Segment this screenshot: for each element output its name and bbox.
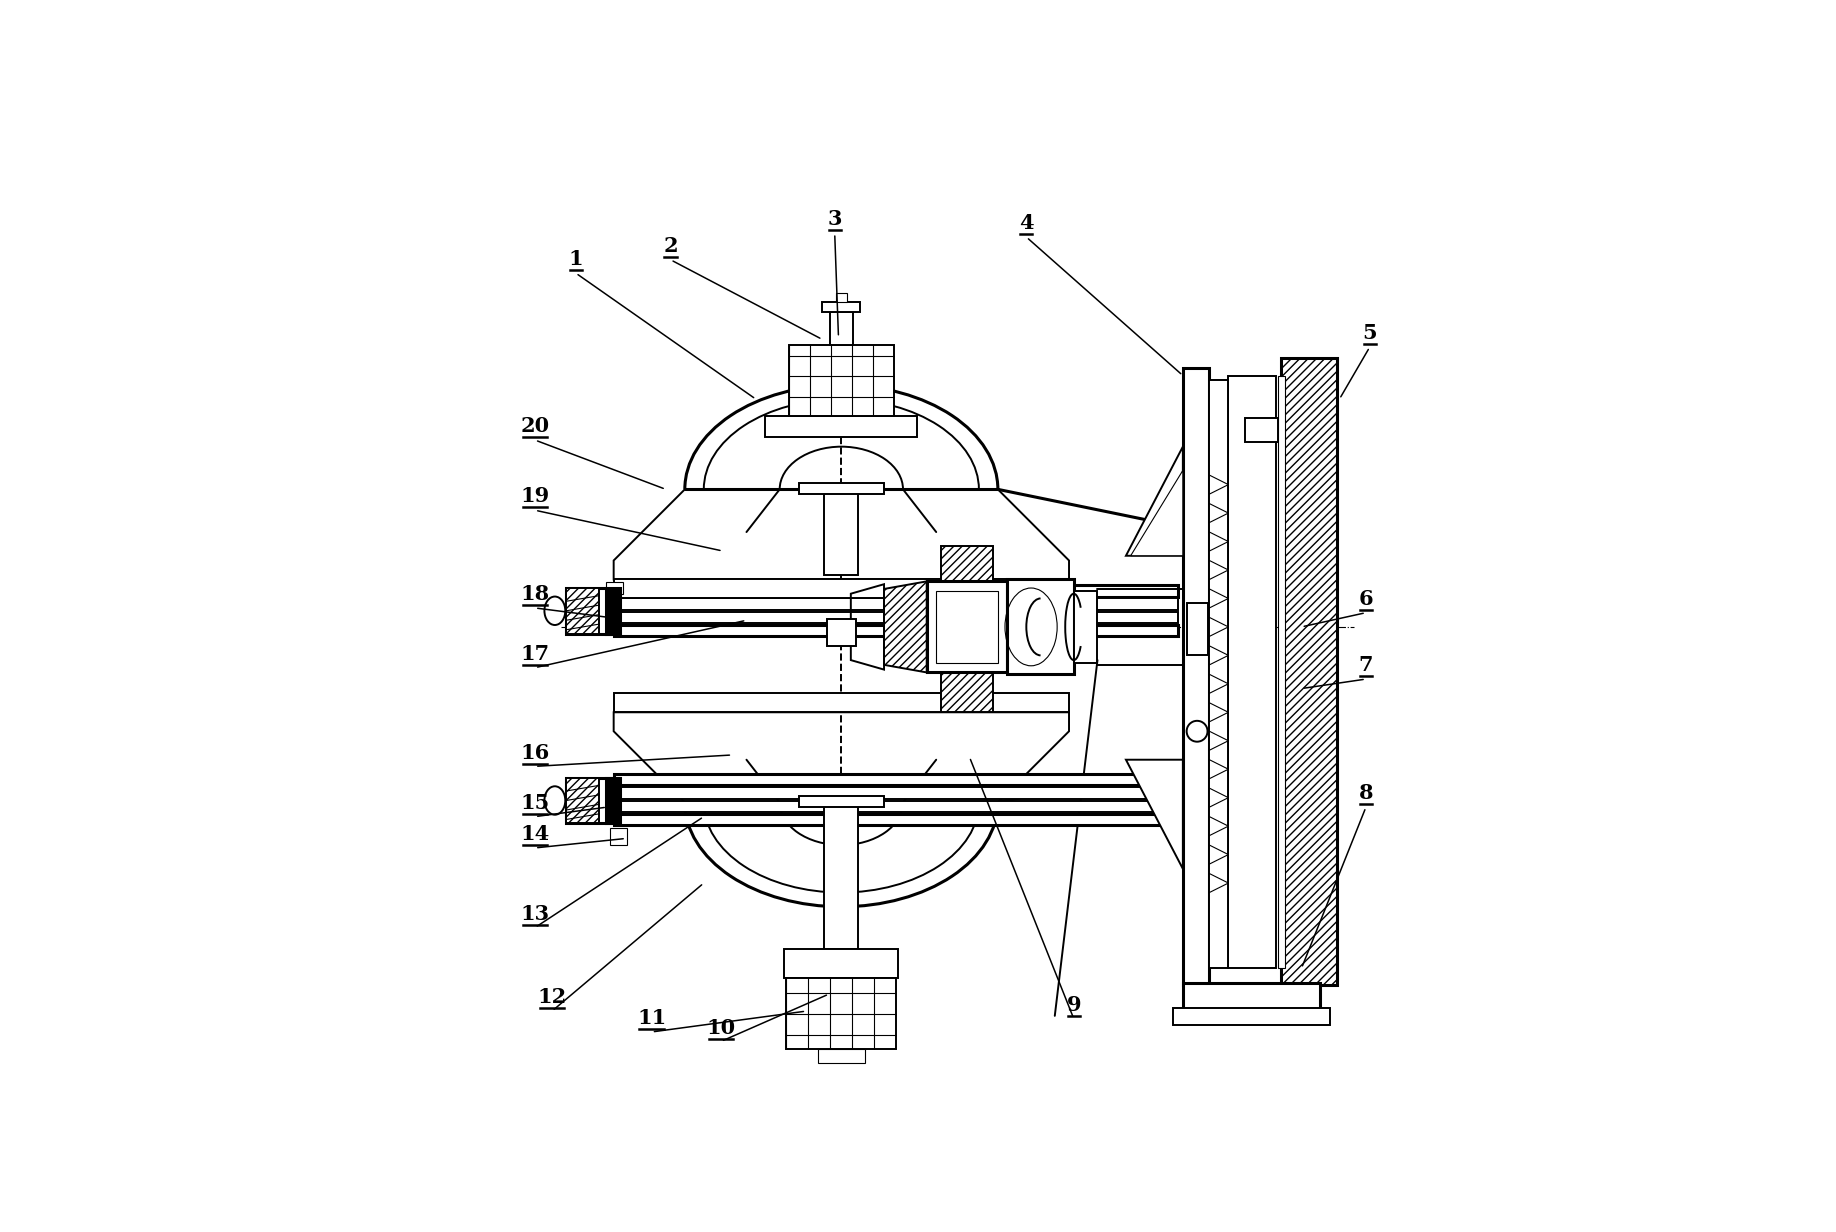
Bar — [613, 579, 1069, 599]
Bar — [1173, 1008, 1329, 1025]
Bar — [824, 802, 859, 950]
Bar — [799, 796, 883, 807]
Bar — [789, 345, 894, 416]
Bar — [565, 588, 599, 633]
Text: 5: 5 — [1362, 323, 1377, 344]
Bar — [613, 801, 1179, 812]
Text: 11: 11 — [637, 1008, 666, 1029]
Bar — [613, 694, 1069, 712]
Text: 7: 7 — [1359, 655, 1373, 675]
Bar — [1008, 579, 1074, 674]
Bar — [606, 777, 621, 823]
Bar — [1210, 381, 1228, 968]
Polygon shape — [883, 582, 927, 673]
Bar — [1228, 376, 1276, 968]
Bar — [823, 303, 861, 312]
Bar — [565, 777, 619, 823]
Bar — [799, 483, 883, 494]
Bar — [1280, 359, 1337, 984]
Text: 18: 18 — [520, 584, 549, 604]
Text: 17: 17 — [520, 644, 549, 664]
Bar — [766, 416, 918, 437]
Text: 12: 12 — [538, 987, 567, 1008]
Bar — [613, 814, 1179, 825]
Text: 2: 2 — [663, 237, 677, 256]
Bar — [826, 620, 856, 646]
Bar — [784, 950, 898, 978]
Text: 9: 9 — [1067, 995, 1081, 1015]
Bar — [613, 612, 1179, 623]
Bar — [1182, 983, 1320, 1011]
Bar — [824, 489, 859, 574]
Bar — [942, 660, 993, 712]
Text: 16: 16 — [520, 743, 549, 763]
Text: 3: 3 — [828, 209, 843, 229]
Polygon shape — [1131, 471, 1182, 556]
Bar — [942, 546, 993, 599]
Bar — [613, 585, 1179, 596]
Bar — [1186, 604, 1208, 655]
Bar — [565, 777, 599, 823]
Bar — [613, 787, 1179, 798]
Bar — [817, 1048, 865, 1063]
Polygon shape — [1125, 760, 1182, 869]
Polygon shape — [1125, 447, 1182, 556]
Bar — [1278, 376, 1285, 968]
Text: 20: 20 — [520, 416, 549, 436]
Bar — [830, 312, 852, 345]
Text: 19: 19 — [520, 487, 549, 506]
Text: 14: 14 — [520, 824, 549, 844]
Text: 4: 4 — [1019, 213, 1034, 233]
Bar — [835, 293, 846, 303]
Bar — [606, 588, 621, 633]
Bar — [1074, 591, 1098, 663]
Bar — [927, 582, 1008, 673]
Text: 1: 1 — [569, 249, 584, 270]
Bar — [786, 978, 896, 1048]
Text: 10: 10 — [707, 1018, 736, 1037]
Text: 13: 13 — [520, 904, 549, 924]
Bar — [936, 591, 999, 663]
Bar — [613, 625, 1179, 637]
Bar — [613, 774, 1179, 785]
Bar — [565, 588, 619, 633]
Bar — [610, 828, 626, 845]
Bar — [1245, 418, 1278, 442]
Text: 8: 8 — [1359, 784, 1373, 803]
Bar — [613, 599, 1179, 610]
Bar — [606, 583, 622, 594]
Bar — [1182, 368, 1210, 984]
Text: 15: 15 — [520, 793, 549, 813]
Text: 6: 6 — [1359, 589, 1373, 609]
